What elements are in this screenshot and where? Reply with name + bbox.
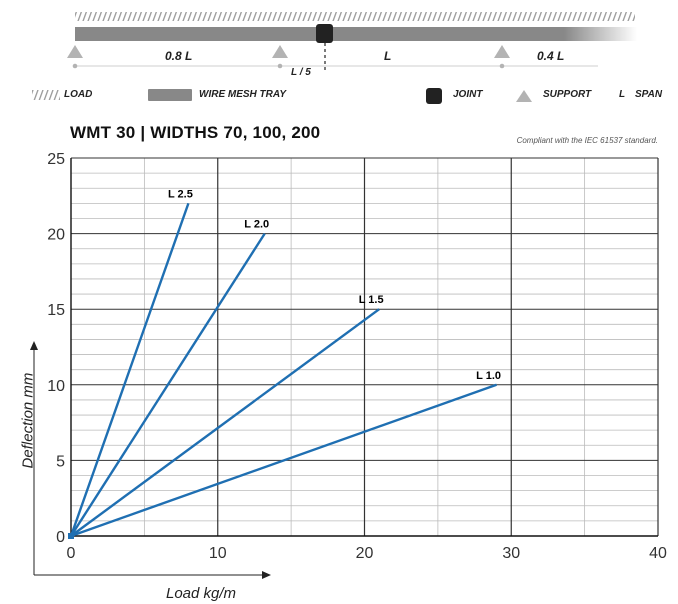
load-hatch [75,12,635,21]
series-label: L 1.5 [359,294,384,306]
span-label-0-4l: 0.4 L [537,49,565,63]
x-axis-title: Load kg/m [166,585,237,602]
x-tick-label: 10 [209,545,227,562]
legend-support-label: SUPPORT [543,89,592,100]
series-line [70,383,497,538]
y-axis-title: Deflection mm [19,372,37,469]
span-label-l: L [384,49,392,63]
wire-mesh-tray-bar [75,27,637,41]
support-triangle-2 [272,45,288,58]
x-tick-label: 0 [67,545,76,562]
chart-subtitle: Compliant with the IEC 61537 standard. [516,136,658,145]
span-diagram [67,12,637,72]
legend-joint-label: JOINT [453,89,483,100]
y-tick-label: 15 [47,302,65,319]
chart-title: WMT 30 | WIDTHS 70, 100, 200 [70,123,321,142]
y-tick-label: 5 [56,453,65,470]
y-tick-label: 10 [47,378,65,395]
origin-marker [68,533,74,539]
legend-load-icon [32,90,60,100]
legend-support-icon [516,90,532,102]
x-tick-label: 30 [502,545,520,562]
legend-tray-label: WIRE MESH TRAY [199,89,287,100]
legend-load-label: LOAD [64,89,93,100]
series-line [70,308,380,537]
y-axis-arrow-head [30,341,38,350]
x-tick-label: 20 [356,545,374,562]
y-tick-label: 25 [47,151,65,168]
span-label-0-8l: 0.8 L [165,49,193,63]
series-label: L 2.5 [168,188,193,200]
series-line [69,232,266,537]
legend-span-label: SPAN [635,89,663,100]
joint-marker [316,24,333,43]
legend-symbols [32,88,532,104]
y-tick-label: 0 [56,529,65,546]
x-axis-arrow-head [262,571,271,579]
joint-offset-label: L / 5 [291,67,311,78]
x-tick-label: 40 [649,545,667,562]
support-triangle-3 [494,45,510,58]
y-tick-label: 20 [47,227,65,244]
support-triangle-1 [67,45,83,58]
series-label: L 2.0 [244,219,269,231]
legend-tray-icon [148,89,192,101]
legend-joint-icon [426,88,442,104]
series-line [69,202,190,537]
series-label: L 1.0 [476,370,501,382]
legend-span-symbol: L [619,89,626,100]
